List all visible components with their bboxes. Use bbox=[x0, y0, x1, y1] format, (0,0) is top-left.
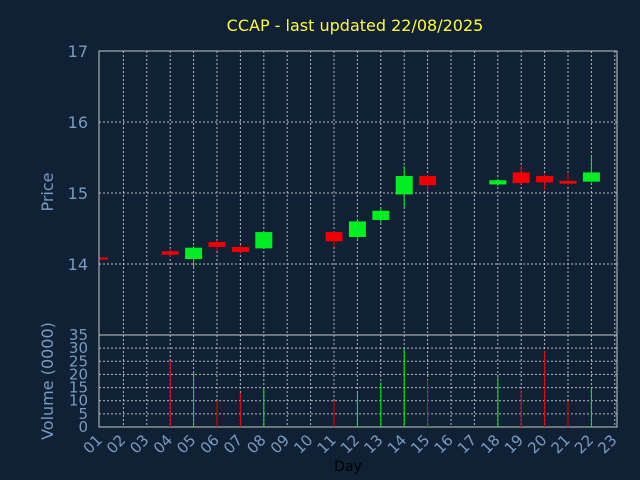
candle-body bbox=[161, 251, 179, 255]
x-tick-label: 18 bbox=[477, 431, 503, 457]
volume-tick-label: 5 bbox=[78, 405, 88, 423]
x-tick-label: 08 bbox=[243, 431, 269, 457]
volume-axis-label: Volume (0000) bbox=[38, 322, 57, 440]
candle-body bbox=[372, 210, 390, 220]
volume-tick-label: 25 bbox=[69, 352, 88, 370]
price-tick-label: 15 bbox=[68, 184, 88, 203]
x-tick-label: 07 bbox=[220, 431, 246, 457]
volume-tick-label: 10 bbox=[69, 392, 88, 410]
candle-body bbox=[325, 232, 343, 242]
price-tick-label: 17 bbox=[68, 42, 88, 61]
candle-body bbox=[536, 175, 554, 183]
price-tick-label: 14 bbox=[68, 255, 88, 274]
price-panel: 14 15 16 17 bbox=[68, 42, 618, 427]
x-tick-label: 06 bbox=[197, 431, 223, 457]
x-tick-label: 20 bbox=[524, 431, 550, 457]
candle-body bbox=[255, 232, 273, 249]
x-tick-label: 17 bbox=[454, 431, 480, 457]
candle-body bbox=[100, 257, 108, 260]
x-tick-label: 14 bbox=[384, 431, 410, 457]
x-tick-label: 23 bbox=[594, 431, 620, 457]
x-axis-label: Day bbox=[334, 459, 362, 475]
candle-body bbox=[512, 172, 530, 184]
volume-tick-label: 30 bbox=[69, 339, 88, 357]
x-tick-label: 16 bbox=[431, 431, 457, 457]
volume-tick-label: 20 bbox=[69, 365, 88, 383]
volume-tick-label: 0 bbox=[78, 418, 88, 436]
candle-body bbox=[489, 180, 507, 185]
candle-body bbox=[419, 175, 437, 186]
x-tick-label: 21 bbox=[548, 431, 574, 457]
x-tick-label: 19 bbox=[501, 431, 527, 457]
volume-tick-label: 15 bbox=[69, 379, 88, 397]
chart-title: CCAP - last updated 22/08/2025 bbox=[227, 16, 484, 35]
x-tick-label: 10 bbox=[290, 431, 316, 457]
x-tick-label: 11 bbox=[314, 431, 340, 457]
x-tick-label: 05 bbox=[173, 431, 199, 457]
price-axis-label: Price bbox=[38, 172, 57, 211]
candle-body bbox=[185, 247, 203, 260]
x-tick-label: 22 bbox=[571, 431, 597, 457]
price-tick-label: 16 bbox=[68, 113, 88, 132]
candle-body bbox=[582, 172, 600, 182]
x-tick-label: 13 bbox=[360, 431, 386, 457]
candle-body bbox=[231, 246, 249, 252]
x-tick-label: 09 bbox=[267, 431, 293, 457]
x-tick-label: 04 bbox=[150, 431, 176, 457]
x-tick-label: 02 bbox=[103, 431, 129, 457]
volume-tick-label: 35 bbox=[69, 326, 88, 344]
x-axis-ticks: 0102030405060708091011121314151617181920… bbox=[80, 431, 621, 457]
candle-body bbox=[395, 175, 413, 195]
candle-body bbox=[559, 180, 577, 184]
candle-body bbox=[208, 241, 226, 247]
volume-frame bbox=[98, 334, 618, 428]
x-tick-label: 12 bbox=[337, 431, 363, 457]
x-tick-label: 15 bbox=[407, 431, 433, 457]
x-tick-label: 03 bbox=[126, 431, 152, 457]
candle-body bbox=[348, 221, 366, 238]
